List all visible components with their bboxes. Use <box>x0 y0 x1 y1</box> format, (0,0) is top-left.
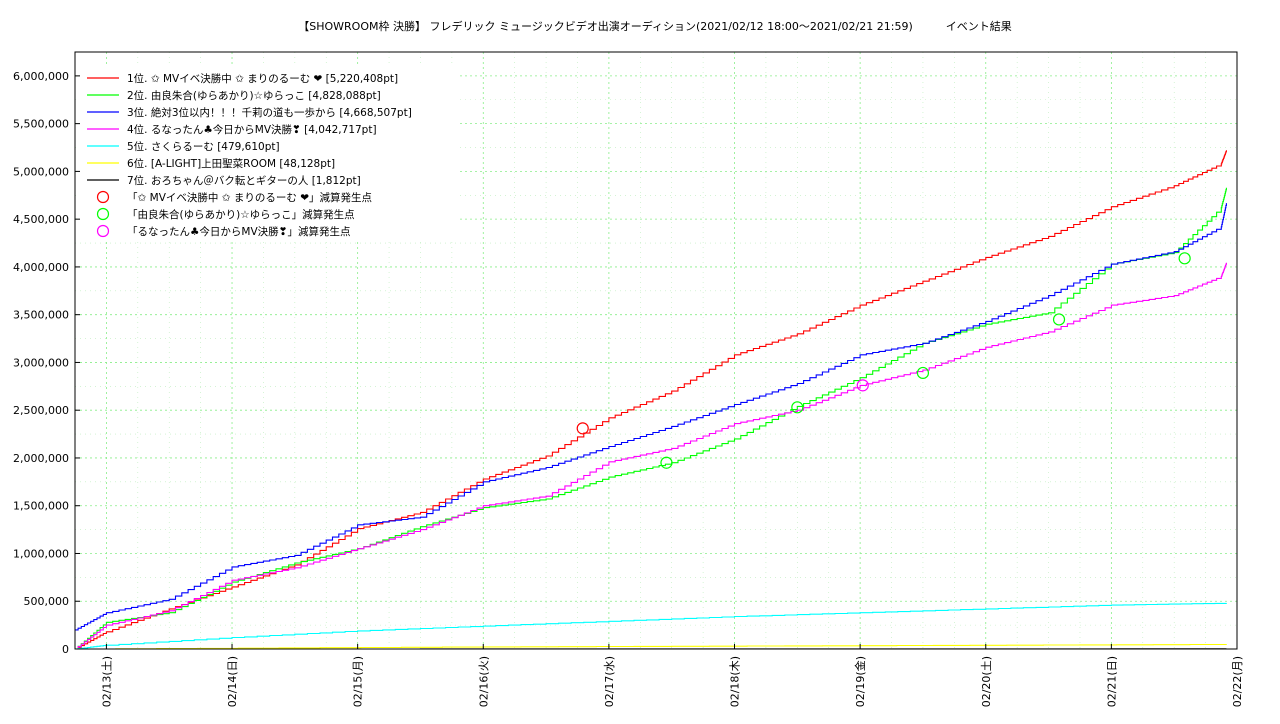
legend: 1位. ✩ MVイベ決勝中 ✩ まりのるーむ ❤ [5,220,408pt] 2位… <box>80 67 460 239</box>
legend-marker-label: 「るなったん♣今日からMV決勝❣」減算発生点 <box>127 225 350 238</box>
marker-point-2 <box>1179 253 1190 264</box>
x-tick-label: 02/13(土) <box>100 656 113 707</box>
legend-label: 2位. 由良朱合(ゆらあかり)☆ゆらっこ [4,828,088pt] <box>127 89 381 102</box>
marker-point-1 <box>577 423 588 434</box>
x-tick-label: 02/20(土) <box>980 656 993 707</box>
x-tick-label: 02/15(月) <box>352 656 365 707</box>
y-tick-label: 5,000,000 <box>13 165 69 178</box>
marker-point-2 <box>1054 314 1065 325</box>
legend-label: 7位. おろちゃん＠バク転とギターの人 [1,812pt] <box>127 174 361 187</box>
y-tick-label: 1,500,000 <box>13 500 69 513</box>
y-tick-label: 2,000,000 <box>13 452 69 465</box>
x-tick-label: 02/21(日) <box>1105 656 1118 707</box>
y-tick-label: 5,500,000 <box>13 118 69 131</box>
y-tick-label: 0 <box>62 643 69 656</box>
legend-marker-label: 「✩ MVイベ決勝中 ✩ まりのるーむ ❤」減算発生点 <box>127 191 372 204</box>
legend-label: 4位. るなったん♣今日からMV決勝❣ [4,042,717pt] <box>127 123 377 136</box>
x-tick-label: 02/18(木) <box>729 656 742 707</box>
y-tick-label: 4,000,000 <box>13 261 69 274</box>
marker-point-2 <box>661 457 672 468</box>
y-tick-label: 4,500,000 <box>13 213 69 226</box>
y-tick-label: 3,500,000 <box>13 309 69 322</box>
y-tick-label: 6,000,000 <box>13 70 69 83</box>
marker-layer <box>577 253 1190 468</box>
chart-title: 【SHOWROOM枠 決勝】 フレデリック ミュージックビデオ出演オーディション… <box>298 19 1012 33</box>
x-tick-label: 02/16(火) <box>477 656 490 707</box>
y-tick-label: 1,000,000 <box>13 547 69 560</box>
legend-label: 5位. さくらるーむ [479,610pt] <box>127 140 280 153</box>
x-tick-label: 02/14(日) <box>226 656 239 707</box>
x-tick-label: 02/19(金) <box>853 656 867 707</box>
x-tick-label: 02/17(水) <box>603 656 616 707</box>
y-tick-label: 2,500,000 <box>13 404 69 417</box>
legend-label: 6位. [A-LIGHT]上田聖菜ROOM [48,128pt] <box>127 157 335 170</box>
legend-label: 3位. 絶対3位以内！！！千莉の道も一歩から [4,668,507pt] <box>127 106 412 119</box>
y-tick-label: 500,000 <box>24 595 70 608</box>
y-tick-label: 3,000,000 <box>13 356 69 369</box>
x-tick-label: 02/22(月) <box>1231 656 1244 707</box>
legend-label: 1位. ✩ MVイベ決勝中 ✩ まりのるーむ ❤ [5,220,408pt] <box>127 72 398 85</box>
series-line-2 <box>75 188 1226 649</box>
series-line-5 <box>75 603 1226 649</box>
legend-marker-label: 「由良朱合(ゆらあかり)☆ゆらっこ」減算発生点 <box>127 208 355 221</box>
series-line-6 <box>75 644 1226 649</box>
